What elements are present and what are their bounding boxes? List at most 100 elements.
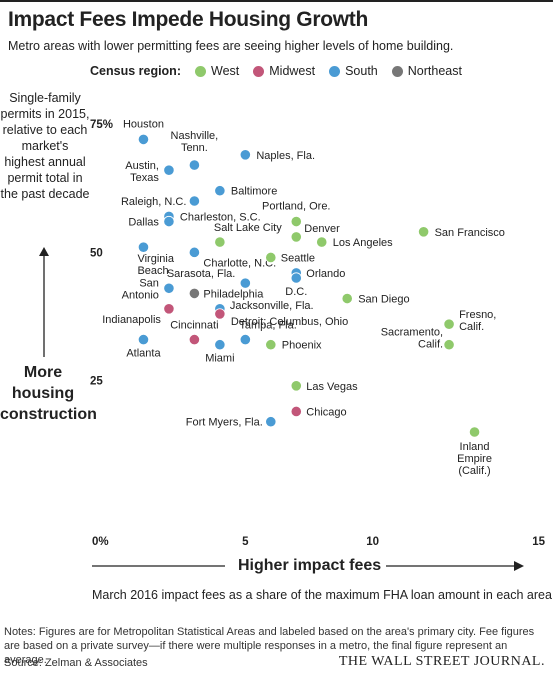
point-label: Portland, Ore. [262,201,330,213]
point-label: Houston [123,118,164,130]
scatter-point [188,159,200,171]
y-axis-arrow-label: More housing construction [0,364,97,423]
scatter-point [163,303,175,315]
point-label: Orlando [306,268,345,280]
legend-swatch-midwest [253,65,265,77]
point-label: Nashville, Tenn. [171,130,219,154]
point-label: Denver [304,223,340,235]
legend-item-northeast: Northeast [391,64,462,78]
scatter-point [137,241,150,253]
point-label: Raleigh, N.C. [121,196,186,208]
scatter-point [290,215,302,228]
publisher-logo: THE WALL STREET JOURNAL. [338,654,545,669]
scatter-point [188,333,200,346]
scatter-point [163,215,175,228]
point-label: Detroit; Columbus, Ohio [231,316,348,328]
y-tick-label: 50 [90,247,103,259]
legend: Census region: West Midwest South Northe… [90,64,476,78]
scatter-point [137,133,150,145]
point-label: Sacramento, Calif. [381,327,443,351]
legend-swatch-west [195,65,206,77]
point-label: Jacksonville, Fla. [230,300,314,312]
scatter-point [163,282,175,294]
legend-item-west: West [195,64,239,78]
legend-item-midwest: Midwest [253,64,315,78]
point-label: Sarasota, Fla. [167,268,235,280]
scatter-point [214,185,226,197]
scatter-point [265,416,277,428]
scatter-point [290,380,302,392]
scatter-point [265,339,277,351]
point-label: San Diego [358,294,409,306]
scatter-point [163,164,175,176]
legend-label-northeast: Northeast [407,64,462,78]
point-label: Seattle [281,252,315,264]
point-label: Phoenix [282,340,322,352]
point-label: Philadelphia [203,288,264,300]
scatter-point [443,339,455,351]
y-axis-description: Single-family permits in 2015, relative … [0,91,90,201]
scatter-point [188,287,200,299]
point-label: Los Angeles [333,237,393,249]
point-label: Charlotte, N.C. [203,257,276,269]
legend-label-south: South [345,64,378,78]
scatter-point [316,236,328,248]
point-label: Cincinnati [170,320,218,332]
y-axis-arrow-head [39,247,49,256]
point-label: Salt Lake City [214,222,282,234]
point-label: San Antonio [122,277,159,301]
chart-title: Impact Fees Impede Housing Growth [8,8,368,31]
scatter-point [468,426,481,438]
axes-layer: 0% 5 10 15 75% 50 25 [39,119,546,571]
y-tick-label: 75% [90,119,113,131]
scatter-point [239,277,251,289]
x-tick-label: 0% [92,536,109,548]
y-tick-label: 25 [90,376,103,388]
point-label: Naples, Fla. [256,150,315,162]
top-rule [0,0,553,2]
legend-swatch-south [329,65,341,77]
x-tick-label: 15 [532,536,545,548]
scatter-point [214,308,226,320]
scatter-point [417,226,430,238]
chart-notes: Notes: Figures are for Metropolitan Stat… [4,626,535,666]
scatter-point [188,195,200,207]
scatter-point [341,292,353,305]
point-label: Chicago [306,406,346,418]
scatter-point [239,149,251,161]
scatter-point [214,236,226,248]
legend-label-midwest: Midwest [269,64,316,78]
scatter-point [188,246,200,258]
x-axis-description: March 2016 impact fees as a share of the… [92,588,552,602]
scatter-point [265,251,277,264]
point-label: Tampa, Fla. [239,320,296,332]
scatter-point [214,339,226,351]
point-label: Inland Empire (Calif.) [457,441,492,477]
point-label: Las Vegas [306,381,358,393]
scatter-point [290,405,302,418]
x-axis-arrow-head [514,561,524,571]
legend-title: Census region: [90,64,181,78]
x-axis-arrow-label: Higher impact fees [238,557,382,574]
point-label: Virginia Beach [137,253,174,277]
point-label: D.C. [285,286,307,298]
point-label: Fresno, Calif. [459,309,496,333]
point-label: Atlanta [126,348,161,360]
point-label: Austin, Texas [125,160,159,184]
point-label: Baltimore [231,186,277,198]
x-tick-label: 5 [242,536,249,548]
x-tick-label: 10 [366,536,379,548]
scatter-point [443,318,455,330]
scatter-point [290,272,302,284]
scatter-point [290,231,302,243]
point-label: Charleston, S.C. [180,211,261,223]
point-label: Fort Myers, Fla. [186,417,263,429]
scatter-point [239,333,251,346]
points-layer: Houston Nashville, Tenn. Naples, Fla. Austin… [102,118,505,477]
legend-item-south: South [329,64,378,78]
point-label: Indianapolis [102,314,161,326]
point-label: San Francisco [435,227,505,239]
scatter-point [137,333,150,346]
chart-subtitle: Metro areas with lower permitting fees a… [8,39,454,53]
